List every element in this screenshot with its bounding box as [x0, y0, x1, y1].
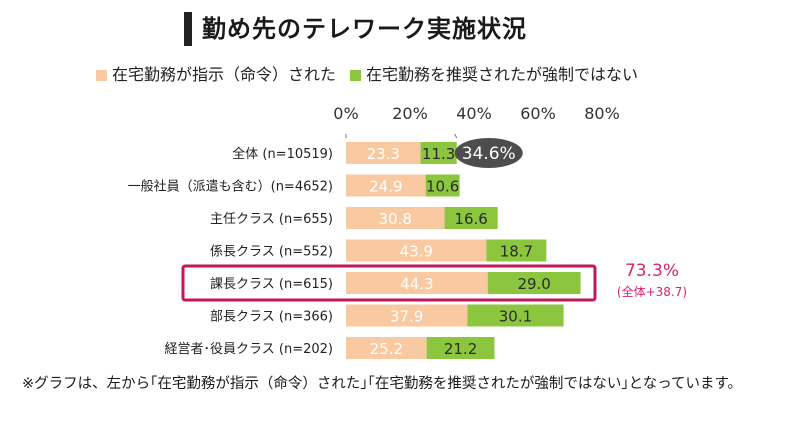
- highlight-diff-label: (全体+38.7): [617, 284, 687, 299]
- data-label: 25.2: [370, 340, 403, 358]
- bar-segment-recommended: [425, 174, 460, 197]
- category-label: 係長クラス (n=552): [210, 245, 333, 260]
- title-bar-decoration: [184, 12, 192, 46]
- bar-segment-recommended: [426, 337, 495, 359]
- category-label: 部長クラス (n=366): [210, 310, 333, 325]
- highlight-total-label: 73.3%: [625, 261, 679, 281]
- total-bubble: [454, 138, 523, 168]
- category-label: 経営者･役員クラス (n=202): [165, 342, 333, 357]
- legend-label-recommended: 在宅勤務を推奨されたが強制ではない: [366, 65, 639, 84]
- bar-segment-recommended: [467, 304, 564, 327]
- data-label: 10.6: [426, 178, 459, 196]
- data-label: 43.9: [400, 243, 433, 261]
- category-label: 課長クラス (n=615): [210, 276, 333, 292]
- bar-segment-recommended: [444, 207, 498, 229]
- total-bracket: [345, 133, 458, 139]
- bar-segment-recommended: [487, 272, 581, 294]
- bar-segment-ordered: [346, 142, 421, 164]
- x-tick-label: 80%: [584, 104, 620, 123]
- bar-segment-ordered: [346, 207, 445, 229]
- bar-segment-ordered: [346, 239, 487, 262]
- bar-segment-ordered: [346, 304, 468, 327]
- data-label: 16.6: [454, 210, 487, 228]
- data-label: 18.7: [500, 243, 533, 261]
- bar-segment-ordered: [346, 337, 427, 359]
- x-tick-label: 20%: [392, 104, 428, 123]
- data-label: 44.3: [400, 275, 433, 293]
- bar-segment-recommended: [420, 142, 457, 164]
- legend-swatch-ordered: [96, 69, 107, 81]
- bar-segment-ordered: [346, 174, 426, 197]
- category-label: 全体 (n=10519): [232, 146, 333, 162]
- legend-swatch-recommended: [350, 69, 362, 81]
- data-label: 11.3: [422, 145, 455, 163]
- category-label: 一般社員（派遣も含む）(n=4652): [128, 179, 333, 195]
- data-label: 37.9: [390, 308, 423, 326]
- bar-segment-recommended: [486, 239, 547, 262]
- x-tick-label: 40%: [456, 104, 492, 123]
- data-label: 29.0: [517, 275, 550, 293]
- data-label: 24.9: [369, 178, 402, 196]
- data-label: 30.1: [499, 308, 532, 326]
- x-tick-label: 0%: [333, 104, 358, 123]
- legend-label-ordered: 在宅勤務が指示（命令）された: [112, 65, 337, 84]
- category-label: 主任クラス (n=655): [210, 212, 333, 227]
- data-label: 30.8: [379, 210, 412, 228]
- total-bubble-label: 34.6%: [462, 144, 516, 164]
- chart-title: 勤め先のテレワーク実施状況: [202, 15, 527, 43]
- highlight-box: [181, 264, 597, 302]
- bar-segment-ordered: [346, 272, 488, 294]
- x-tick-label: 60%: [520, 104, 556, 123]
- data-label: 23.3: [367, 145, 400, 163]
- data-label: 21.2: [444, 340, 477, 358]
- footnote: ※グラフは、左から｢在宅勤務が指示（命令）された｣｢在宅勤務を推奨されたが強制で…: [22, 376, 743, 392]
- chart-legend: 在宅勤務が指示（命令）された 在宅勤務を推奨されたが強制ではない: [96, 64, 638, 86]
